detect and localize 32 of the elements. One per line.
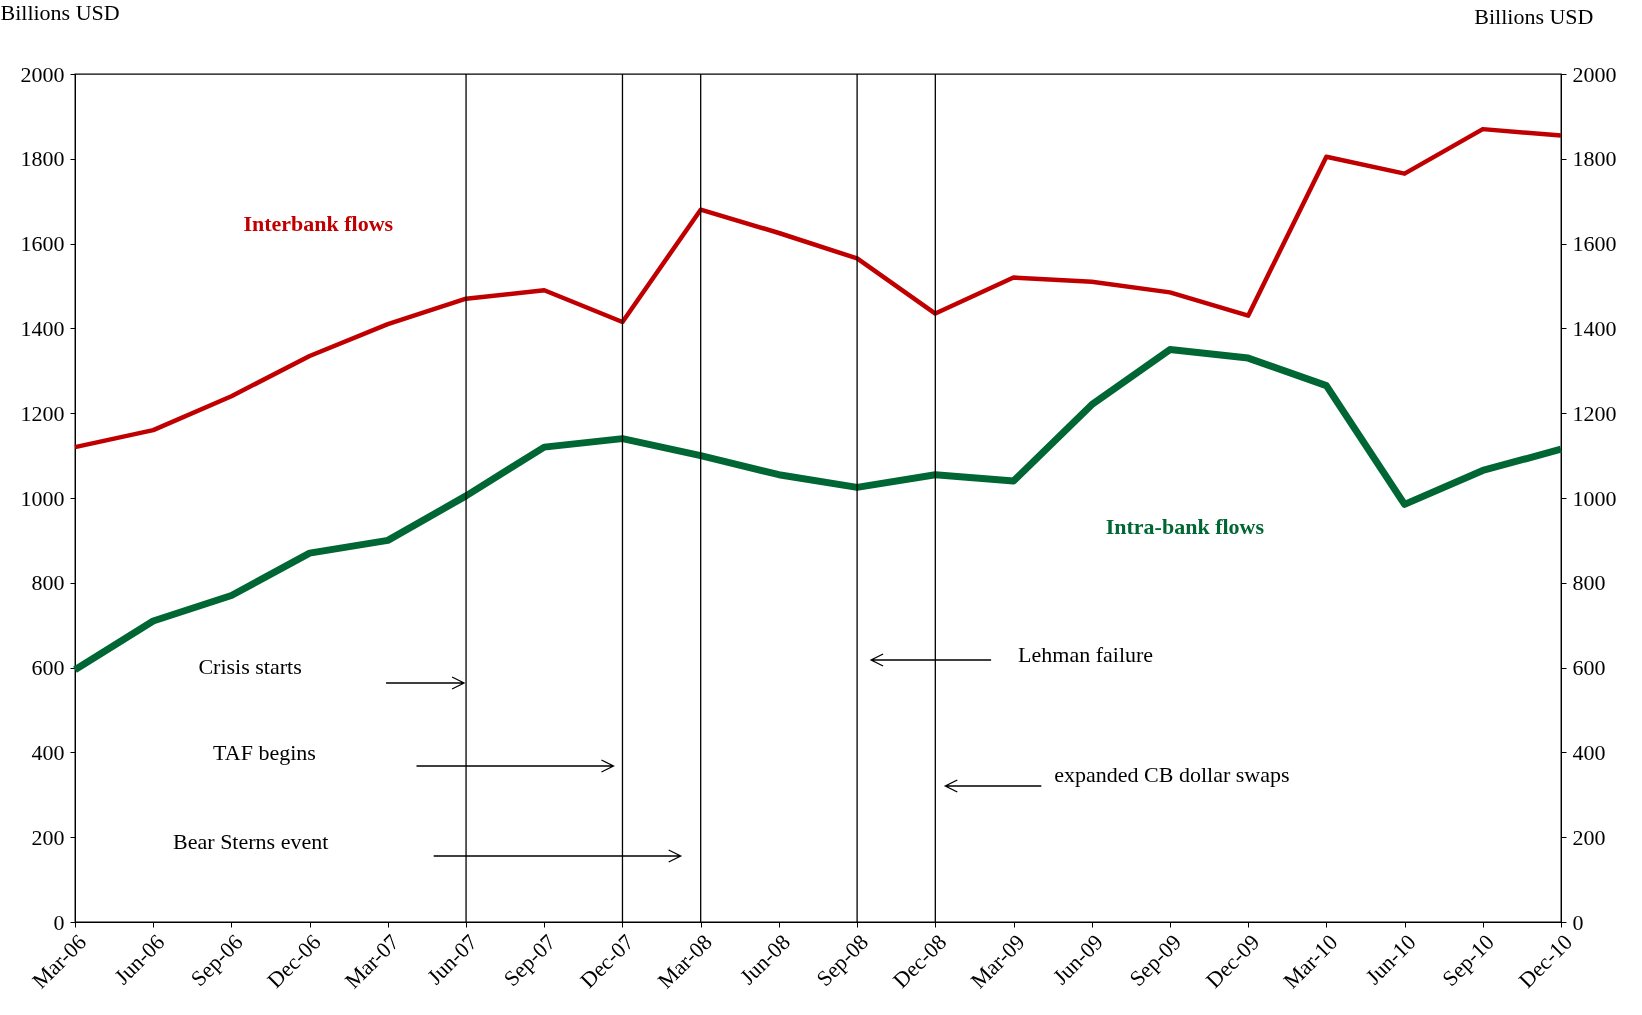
y-tick-label: 1000 xyxy=(20,485,65,511)
y-tick-label: 1200 xyxy=(20,400,65,426)
line-series xyxy=(72,126,1564,450)
y2-tick-label: 1800 xyxy=(1572,146,1617,172)
y-tick-label: 800 xyxy=(31,570,65,596)
y2-tick-label: 1200 xyxy=(1572,400,1617,426)
annotation: Lehman failure xyxy=(1018,642,1154,667)
y-tick-label: 400 xyxy=(31,739,65,765)
text: Interbank flows xyxy=(243,211,394,237)
y2-tick-label: 1000 xyxy=(1572,485,1617,511)
y-tick-label: 600 xyxy=(31,655,65,681)
annotation: Crisis starts xyxy=(198,654,302,679)
y2-axis-title: Billions USD xyxy=(1474,3,1594,29)
annotation: Bear Sterns event xyxy=(173,829,329,854)
y-axis-title: Billions USD xyxy=(0,0,120,25)
y2-tick-label: 200 xyxy=(1572,824,1606,850)
y-tick-label: 1600 xyxy=(20,231,65,257)
y2-tick-label: 0 xyxy=(1572,909,1584,935)
y2-tick-label: 400 xyxy=(1572,739,1606,765)
text: Intra-bank flows xyxy=(1105,513,1265,539)
y2-tick-label: 2000 xyxy=(1572,61,1617,87)
y-tick-label: 1800 xyxy=(20,146,65,172)
y-tick-label: 200 xyxy=(31,824,65,850)
y2-tick-label: 1400 xyxy=(1572,315,1617,341)
y-tick-label: 2000 xyxy=(20,61,65,87)
y-tick-label: 1400 xyxy=(20,315,65,341)
y2-tick-label: 600 xyxy=(1572,655,1606,681)
annotation: TAF begins xyxy=(213,740,316,765)
y-tick-label: 0 xyxy=(53,909,65,935)
y2-tick-label: 1600 xyxy=(1572,231,1617,257)
annotation: expanded CB dollar swaps xyxy=(1054,762,1290,787)
y2-tick-label: 800 xyxy=(1572,570,1606,596)
